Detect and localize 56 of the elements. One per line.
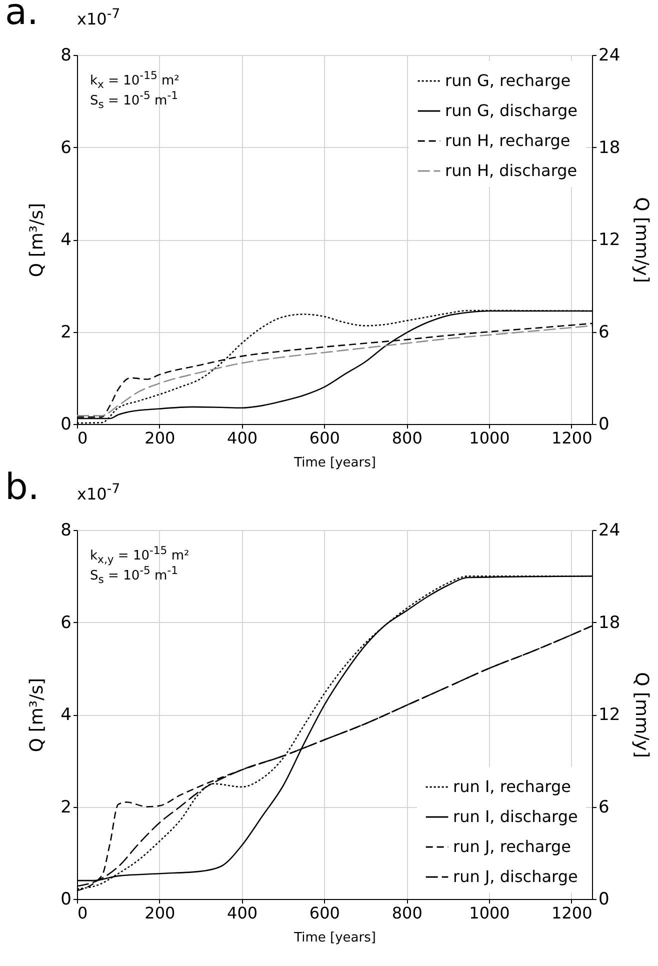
legend-label: run J, discharge — [453, 867, 578, 886]
annotation: k$_{x,y}$ = 10$^{-15}$ m² — [90, 544, 190, 566]
y-axis-title: Q [m³/s] — [26, 678, 48, 752]
y-axis-title: Q [m³/s] — [26, 202, 48, 278]
y-tick-label: 6 — [60, 612, 72, 633]
annotation: S$_{s}$ = 10$^{-5}$ m$^{-1}$ — [90, 564, 178, 586]
y2-tick-label: 6 — [598, 322, 610, 342]
x-tick-label: 600 — [309, 904, 340, 922]
y2-tick-label: 0 — [598, 414, 610, 434]
y2-tick-label: 18 — [598, 138, 620, 158]
x-tick-label: 1200 — [552, 428, 592, 448]
y2-tick-label: 24 — [598, 46, 620, 66]
x-tick-label: 800 — [392, 904, 422, 922]
chart-title: a. — [5, 0, 39, 33]
x-axis-title: Time [years] — [293, 456, 376, 470]
y2-tick-label: 12 — [598, 230, 620, 250]
y-tick-label: 4 — [60, 230, 72, 250]
text: x10$^{-7}$ — [77, 482, 120, 504]
legend-label: run I, recharge — [453, 777, 571, 796]
y-tick-label: 0 — [60, 890, 72, 910]
text: x10$^{-7}$ — [77, 7, 120, 28]
y2-tick-label: 0 — [598, 890, 610, 910]
annotation: S$_{s}$ = 10$^{-5}$ m$^{-1}$ — [90, 89, 178, 111]
y-tick-label: 8 — [60, 520, 72, 540]
x-tick-label: 1200 — [552, 904, 592, 922]
x-tick-label: 0 — [78, 904, 88, 922]
legend-label: run H, discharge — [445, 161, 578, 180]
y-tick-label: 0 — [60, 414, 72, 434]
legend-label: run G, recharge — [445, 71, 571, 90]
chart-title: b. — [5, 467, 40, 508]
y-tick-label: 8 — [60, 46, 72, 66]
y2-axis-title: Q [mm/y] — [631, 197, 652, 283]
x-tick-label: 1000 — [469, 904, 510, 922]
x-tick-label: 200 — [144, 428, 176, 448]
legend-label: run J, recharge — [453, 837, 571, 856]
x-tick-label: 800 — [392, 428, 422, 448]
x-tick-label: 400 — [227, 428, 258, 448]
legend-label: run G, discharge — [445, 101, 578, 120]
y2-tick-label: 18 — [598, 612, 620, 633]
y2-tick-label: 12 — [598, 705, 620, 725]
y2-axis-title: Q [mm/y] — [631, 672, 652, 758]
legend-label: run I, discharge — [453, 807, 578, 826]
x-tick-label: 400 — [227, 904, 258, 922]
x-tick-label: 600 — [309, 428, 340, 448]
y-tick-label: 2 — [60, 322, 72, 342]
legend-label: run H, recharge — [445, 131, 570, 150]
y-tick-label: 6 — [60, 138, 72, 158]
y-tick-label: 2 — [60, 797, 72, 818]
y2-tick-label: 6 — [598, 797, 610, 818]
x-tick-label: 200 — [144, 904, 176, 922]
y2-tick-label: 24 — [598, 520, 620, 540]
x-axis-title: Time [years] — [293, 930, 376, 946]
x-tick-label: 0 — [78, 428, 88, 448]
x-tick-label: 1000 — [469, 428, 510, 448]
y-tick-label: 4 — [60, 705, 72, 725]
annotation: k$_{x}$ = 10$^{-15}$ m² — [90, 69, 180, 91]
